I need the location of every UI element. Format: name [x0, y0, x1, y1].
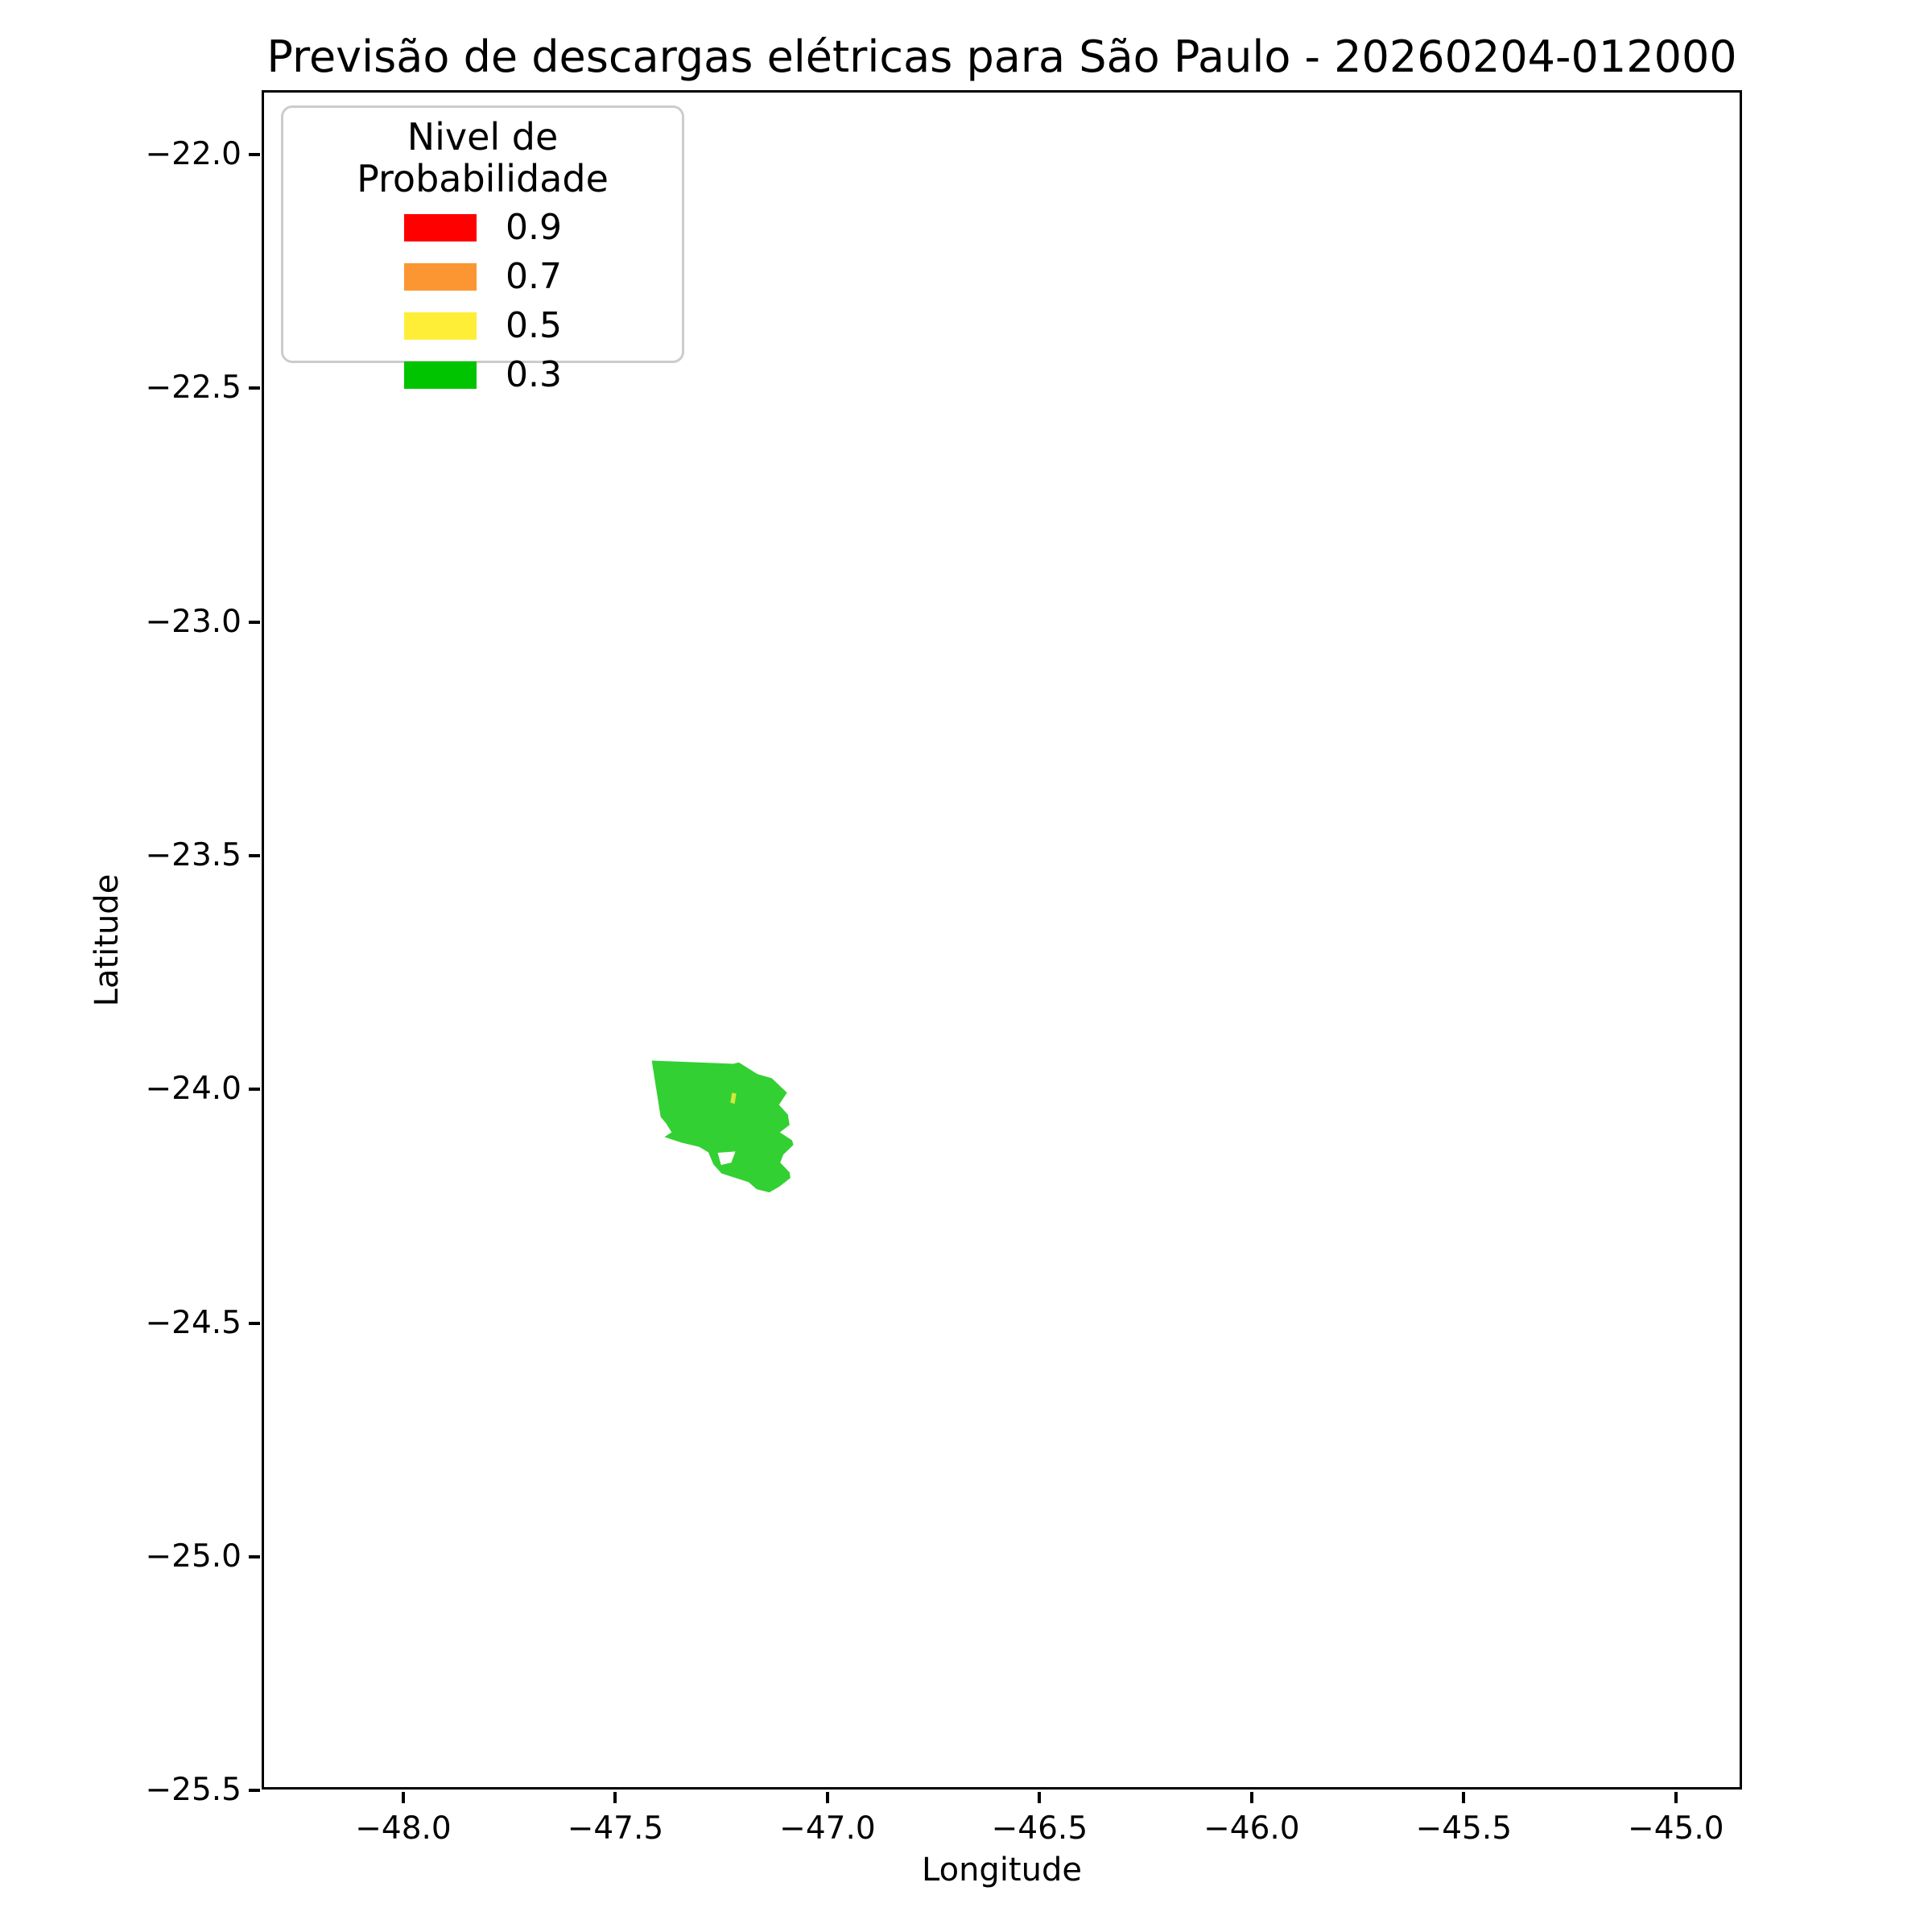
y-tick-mark — [249, 153, 260, 157]
y-tick-label: −22.0 — [145, 136, 242, 173]
x-tick-label: −47.5 — [567, 1810, 664, 1847]
probability-region-0.5 — [730, 1092, 737, 1104]
x-tick-mark — [1038, 1792, 1042, 1803]
y-tick-label: −25.0 — [145, 1538, 242, 1575]
legend-swatch-0.7 — [404, 262, 477, 291]
probability-region-0.3 — [651, 1060, 794, 1193]
y-tick-mark — [249, 1321, 260, 1325]
legend-row: 0.3 — [283, 350, 682, 399]
y-tick-mark — [249, 1789, 260, 1793]
legend-row: 0.7 — [283, 252, 682, 301]
legend-label: 0.3 — [506, 354, 562, 395]
y-tick-label: −25.5 — [145, 1772, 242, 1809]
legend-swatch-0.5 — [404, 312, 477, 340]
x-tick-mark — [613, 1792, 617, 1803]
plot-area — [262, 90, 1742, 1790]
legend-label: 0.7 — [506, 256, 562, 297]
x-tick-label: −45.0 — [1628, 1810, 1724, 1847]
chart-title: Previsão de descargas elétricas para São… — [266, 31, 1737, 82]
x-tick-label: −48.0 — [355, 1810, 452, 1847]
x-tick-mark — [401, 1792, 405, 1803]
y-tick-label: −24.5 — [145, 1304, 242, 1341]
legend-rows: 0.9 0.7 0.5 0.3 — [283, 203, 682, 399]
legend-swatch-0.3 — [404, 361, 477, 389]
x-tick-mark — [1674, 1792, 1678, 1803]
y-tick-mark — [249, 1554, 260, 1558]
x-tick-label: −47.0 — [779, 1810, 876, 1847]
y-axis-label: Latitude — [89, 873, 126, 1007]
legend-label: 0.5 — [506, 305, 562, 346]
legend-label: 0.9 — [506, 207, 562, 248]
y-tick-label: −24.0 — [145, 1071, 242, 1108]
y-tick-label: −23.5 — [145, 836, 242, 873]
x-tick-label: −46.0 — [1203, 1810, 1300, 1847]
y-tick-label: −23.0 — [145, 603, 242, 640]
legend-row: 0.5 — [283, 301, 682, 350]
x-tick-label: −45.5 — [1415, 1810, 1513, 1847]
y-tick-mark — [249, 1088, 260, 1092]
x-tick-mark — [1462, 1792, 1466, 1803]
y-tick-mark — [249, 853, 260, 857]
map-canvas — [651, 1060, 794, 1193]
y-tick-label: −22.5 — [145, 369, 242, 407]
legend-title: Nivel de Probabilidade — [357, 115, 609, 200]
y-tick-mark — [249, 386, 260, 390]
legend: Nivel de Probabilidade 0.9 0.7 0.5 0.3 — [281, 105, 684, 395]
x-tick-label: −46.5 — [991, 1810, 1088, 1847]
x-tick-mark — [825, 1792, 829, 1803]
x-tick-mark — [1249, 1792, 1253, 1803]
y-tick-mark — [249, 620, 260, 624]
legend-swatch-0.9 — [404, 213, 477, 242]
legend-row: 0.9 — [283, 203, 682, 252]
x-axis-label: Longitude — [922, 1852, 1082, 1889]
